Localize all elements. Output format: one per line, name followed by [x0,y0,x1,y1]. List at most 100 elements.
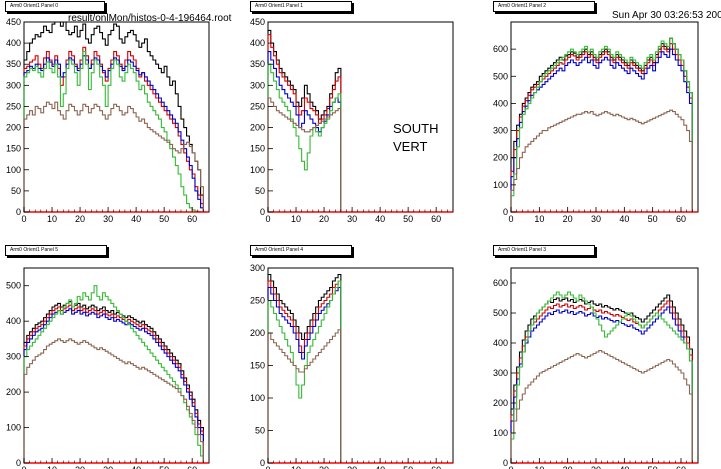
x-tick-label: 40 [619,465,629,469]
y-tick-label: 200 [6,387,21,397]
series-red [23,46,204,212]
series-brown [23,101,204,212]
y-tick-label: 50 [255,426,265,436]
x-tick-label: 30 [347,214,357,224]
series-blue [510,306,693,463]
y-tick-label: 300 [250,80,265,90]
series-green [510,291,693,463]
x-tick-label: 60 [431,465,441,469]
series-green [510,37,693,212]
timestamp-label: Sun Apr 30 03:26:53 2006 [612,10,721,21]
y-tick-label: 200 [493,398,508,408]
x-tick-label: 10 [291,214,301,224]
series-green [267,280,342,463]
x-tick-label: 60 [187,214,197,224]
y-tick-label: 100 [493,180,508,190]
y-tick-label: 0 [16,458,21,468]
x-tick-label: 60 [187,465,197,469]
x-tick-label: 20 [563,465,573,469]
x-tick-label: 20 [319,214,329,224]
y-tick-label: 500 [493,308,508,318]
series-blue [23,55,204,212]
panel-title-0: Arm0 Orient1 Panel 0 [5,1,105,12]
x-tick-label: 0 [265,214,270,224]
y-tick-label: 600 [493,278,508,288]
y-tick-label: 250 [250,296,265,306]
x-tick-label: 10 [291,465,301,469]
panel-title-5: Arm0 Orient1 Panel 3 [493,245,595,256]
y-tick-label: 100 [6,165,21,175]
panel-4: 0 10 20 30 40 50 60 0 50 100 150 200 250 300 [250,263,454,469]
panel-title-3: Arm0 Orient1 Panel 5 [5,245,107,256]
y-tick-label: 100 [250,165,265,175]
file-name-label: result/onlMon/histos-0-4-196464.root [68,13,232,24]
y-tick-label: 250 [6,101,21,111]
x-tick-label: 50 [403,214,413,224]
annotation-vert: VERT [393,139,428,154]
x-tick-label: 0 [21,465,26,469]
series-brown [510,109,693,212]
series-black [510,294,693,463]
x-tick-label: 50 [159,465,169,469]
y-tick-label: 400 [250,38,265,48]
x-tick-label: 40 [375,465,385,469]
x-tick-label: 20 [75,465,85,469]
y-tick-label: 100 [250,393,265,403]
x-tick-label: 50 [648,465,658,469]
series-black [23,21,204,212]
x-tick-label: 20 [563,214,573,224]
x-tick-label: 40 [619,214,629,224]
y-tick-label: 200 [250,123,265,133]
x-tick-label: 50 [403,465,413,469]
panel-0: 0 10 20 30 40 50 60 0 50 100 150 200 250 300 350 400 450 [6,17,210,224]
x-tick-label: 10 [534,214,544,224]
y-tick-label: 250 [250,101,265,111]
y-tick-label: 450 [6,17,21,27]
x-tick-label: 50 [648,214,658,224]
series-green [23,51,204,213]
x-tick-label: 60 [431,214,441,224]
series-blue [23,308,204,463]
x-tick-label: 20 [75,214,85,224]
annotation-south: SOUTH [393,121,439,136]
series-black [510,37,693,212]
y-tick-label: 150 [250,361,265,371]
series-red [23,304,204,463]
y-tick-label: 100 [6,423,21,433]
x-tick-label: 40 [131,214,141,224]
y-tick-label: 300 [6,80,21,90]
panel-3: 0 10 20 30 40 50 60 0 100 200 300 400 500 [6,267,210,469]
y-tick-label: 400 [6,38,21,48]
series-brown [267,97,342,212]
x-tick-label: 0 [508,465,513,469]
series-brown [23,338,204,463]
x-tick-label: 60 [676,465,686,469]
y-tick-label: 300 [250,263,265,273]
y-tick-label: 100 [493,428,508,438]
series-black [267,273,342,463]
y-tick-label: 400 [493,338,508,348]
y-tick-label: 0 [260,207,265,217]
y-tick-label: 400 [493,98,508,108]
x-tick-label: 10 [534,465,544,469]
x-tick-label: 10 [47,214,57,224]
y-tick-label: 450 [250,17,265,27]
y-tick-label: 400 [6,316,21,326]
x-tick-label: 50 [159,214,169,224]
y-tick-label: 200 [6,123,21,133]
x-tick-label: 0 [21,214,26,224]
x-tick-label: 40 [131,465,141,469]
y-tick-label: 0 [503,458,508,468]
panel-title-4: Arm0 Orient1 Panel 4 [250,245,352,256]
y-tick-label: 600 [493,44,508,54]
y-tick-label: 300 [6,352,21,362]
y-tick-label: 0 [16,207,21,217]
series-red [510,43,693,212]
series-red [510,300,693,463]
panel-title-1: Arm0 Orient1 Panel 1 [250,1,352,12]
y-tick-label: 350 [6,59,21,69]
y-tick-label: 300 [493,126,508,136]
y-tick-label: 200 [250,328,265,338]
